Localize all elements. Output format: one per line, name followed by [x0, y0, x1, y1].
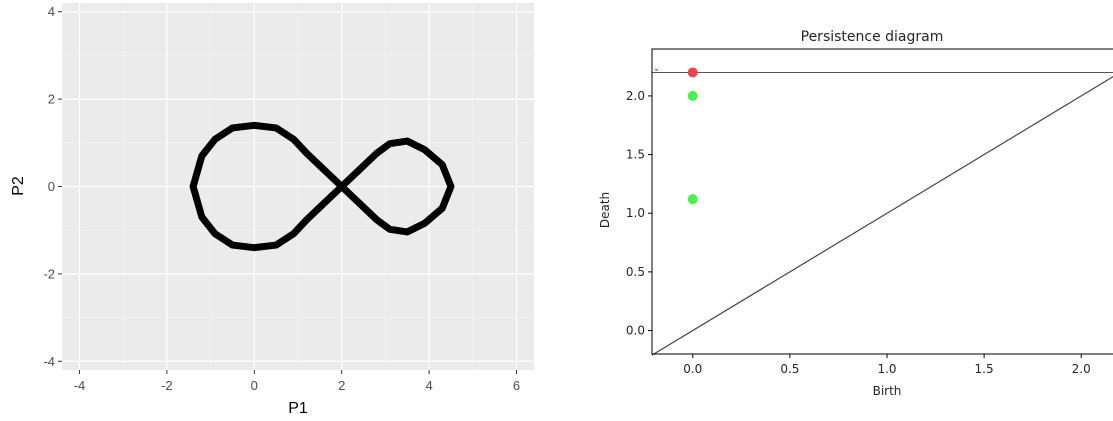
right-x-ticks: 0.0 0.5 1.0 1.5 2.0: [683, 354, 1091, 376]
left-x-ticks: -4 -2 0 2 4 6: [74, 370, 520, 393]
x-tick-label: 0.0: [683, 362, 702, 376]
right-chart: Persistence diagram ∞ 0.0 0.5 1.0 1.5 2.0 0.…: [598, 29, 1113, 398]
right-lines: ∞: [651, 66, 1113, 356]
infinity-label: ∞: [654, 66, 659, 73]
right-x-axis-title: Birth: [873, 384, 902, 398]
y-tick-label: 2: [48, 92, 55, 107]
diagonal-line: [651, 76, 1113, 356]
x-tick-label: -4: [74, 378, 86, 393]
y-tick-label: 1.0: [626, 206, 645, 220]
y-tick-label: -2: [43, 266, 55, 281]
right-y-ticks: 0.0 0.5 1.0 1.5 2.0: [626, 89, 652, 338]
left-y-ticks: -4 -2 0 2 4: [43, 4, 62, 369]
y-tick-label: 1.5: [626, 148, 645, 162]
persistence-point: [687, 90, 698, 101]
curve-line: [189, 121, 455, 252]
x-tick-label: -2: [161, 378, 173, 393]
x-tick-label: 2: [338, 378, 345, 393]
left-y-axis-title: P2: [10, 176, 27, 196]
persistence-point: [687, 194, 698, 205]
right-points: [687, 67, 698, 205]
y-tick-label: 4: [48, 4, 55, 19]
x-tick-label: 0: [251, 378, 258, 393]
y-tick-label: 2.0: [626, 89, 645, 103]
right-plot-frame: [651, 48, 1113, 355]
right-chart-title: Persistence diagram: [801, 29, 944, 45]
x-tick-label: 1.0: [877, 362, 896, 376]
right-y-axis-title: Death: [598, 192, 612, 228]
x-tick-label: 6: [513, 378, 520, 393]
left-x-axis-title: P1: [288, 400, 308, 417]
y-tick-label: 0: [48, 179, 55, 194]
x-tick-label: 4: [425, 378, 432, 393]
y-tick-label: 0.5: [626, 265, 645, 279]
persistence-point: [687, 67, 698, 78]
x-tick-label: 1.5: [975, 362, 994, 376]
x-tick-label: 2.0: [1072, 362, 1091, 376]
y-tick-label: 0.0: [626, 324, 645, 338]
y-tick-label: -4: [43, 354, 55, 369]
left-grid: [62, 3, 534, 370]
left-chart: -4 -2 0 2 4 6 -4 -2 0 2 4 P1 P2: [10, 3, 534, 417]
x-tick-label: 0.5: [780, 362, 799, 376]
